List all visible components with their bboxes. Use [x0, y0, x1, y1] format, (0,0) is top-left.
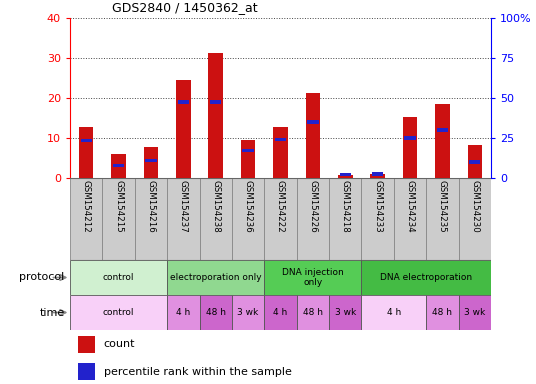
- Text: GSM154235: GSM154235: [438, 180, 447, 233]
- Text: percentile rank within the sample: percentile rank within the sample: [103, 366, 292, 377]
- Bar: [102, 178, 135, 260]
- Text: protocol: protocol: [19, 273, 65, 283]
- Text: 4 h: 4 h: [176, 308, 190, 317]
- Text: GSM154233: GSM154233: [373, 180, 382, 233]
- Bar: [338, 175, 353, 178]
- Text: DNA injection
only: DNA injection only: [282, 268, 344, 287]
- Bar: [80, 139, 92, 142]
- Text: GSM154237: GSM154237: [179, 180, 188, 233]
- Bar: [242, 149, 254, 152]
- Bar: [78, 336, 95, 353]
- Bar: [307, 121, 318, 124]
- Bar: [70, 295, 167, 330]
- Text: 4 h: 4 h: [273, 308, 288, 317]
- Bar: [404, 136, 416, 140]
- Text: DNA electroporation: DNA electroporation: [380, 273, 472, 282]
- Text: count: count: [103, 339, 135, 349]
- Text: electroporation only: electroporation only: [170, 273, 262, 282]
- Bar: [232, 178, 264, 260]
- Bar: [177, 100, 189, 104]
- Bar: [361, 295, 426, 330]
- Text: 48 h: 48 h: [433, 308, 452, 317]
- Bar: [264, 260, 361, 295]
- Text: GSM154212: GSM154212: [81, 180, 91, 233]
- Text: 48 h: 48 h: [303, 308, 323, 317]
- Text: GSM154236: GSM154236: [244, 180, 252, 233]
- Bar: [210, 100, 221, 104]
- Bar: [467, 145, 482, 178]
- Bar: [232, 295, 264, 330]
- Bar: [167, 178, 199, 260]
- Bar: [199, 295, 232, 330]
- Bar: [329, 295, 361, 330]
- Text: GSM154216: GSM154216: [146, 180, 155, 233]
- Text: 3 wk: 3 wk: [464, 308, 486, 317]
- Text: GSM154226: GSM154226: [308, 180, 317, 233]
- Bar: [297, 178, 329, 260]
- Bar: [361, 260, 491, 295]
- Bar: [264, 295, 297, 330]
- Text: control: control: [103, 273, 135, 282]
- Bar: [394, 178, 426, 260]
- Bar: [264, 178, 297, 260]
- Text: 48 h: 48 h: [206, 308, 226, 317]
- Bar: [167, 295, 199, 330]
- Bar: [273, 127, 288, 178]
- Bar: [306, 93, 320, 178]
- Text: GSM154234: GSM154234: [406, 180, 414, 233]
- Bar: [79, 127, 93, 178]
- Bar: [370, 174, 385, 178]
- Bar: [70, 178, 102, 260]
- Text: GSM154222: GSM154222: [276, 180, 285, 233]
- Bar: [340, 173, 351, 176]
- Bar: [241, 140, 255, 178]
- Text: time: time: [39, 308, 65, 318]
- Text: 3 wk: 3 wk: [237, 308, 259, 317]
- Bar: [176, 80, 191, 178]
- Bar: [70, 260, 167, 295]
- Bar: [167, 260, 264, 295]
- Bar: [437, 128, 448, 132]
- Text: 3 wk: 3 wk: [334, 308, 356, 317]
- Text: GSM154230: GSM154230: [470, 180, 479, 233]
- Bar: [78, 363, 95, 380]
- Bar: [113, 164, 124, 167]
- Text: 4 h: 4 h: [386, 308, 401, 317]
- Bar: [144, 147, 158, 178]
- Bar: [469, 161, 480, 164]
- Bar: [426, 295, 459, 330]
- Bar: [135, 178, 167, 260]
- Bar: [275, 138, 286, 141]
- Bar: [459, 295, 491, 330]
- Text: GDS2840 / 1450362_at: GDS2840 / 1450362_at: [112, 1, 258, 14]
- Bar: [329, 178, 361, 260]
- Bar: [145, 159, 157, 162]
- Bar: [209, 53, 223, 178]
- Text: control: control: [103, 308, 135, 317]
- Bar: [361, 178, 394, 260]
- Text: GSM154215: GSM154215: [114, 180, 123, 233]
- Bar: [199, 178, 232, 260]
- Bar: [297, 295, 329, 330]
- Text: GSM154218: GSM154218: [341, 180, 350, 233]
- Text: GSM154238: GSM154238: [211, 180, 220, 233]
- Bar: [111, 154, 126, 178]
- Bar: [372, 172, 383, 175]
- Bar: [403, 117, 418, 178]
- Bar: [435, 104, 450, 178]
- Bar: [426, 178, 459, 260]
- Bar: [459, 178, 491, 260]
